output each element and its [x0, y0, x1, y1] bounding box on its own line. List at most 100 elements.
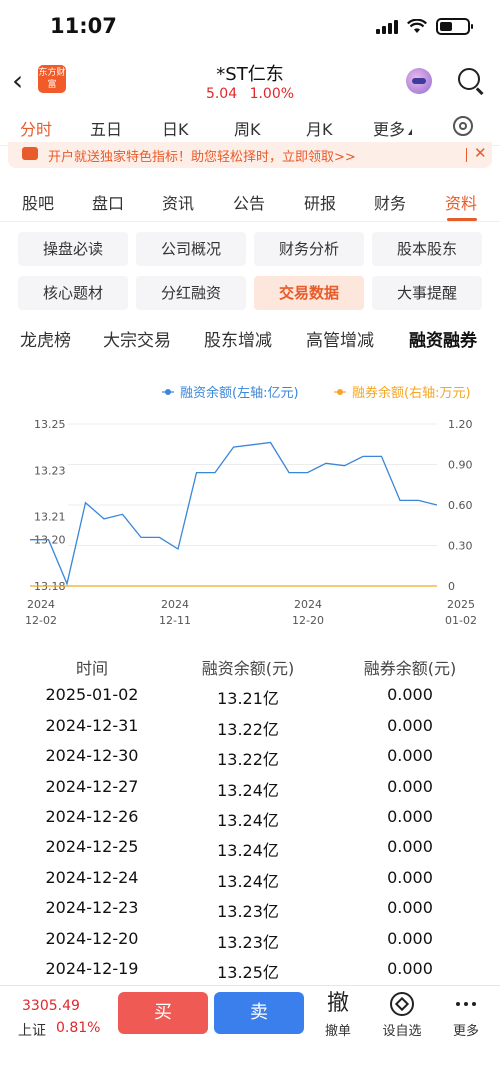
- close-icon[interactable]: ✕: [474, 144, 487, 162]
- back-icon[interactable]: ‹: [12, 64, 24, 97]
- tab-research[interactable]: 研报: [304, 194, 337, 213]
- cell-securities-lending-balance: 0.000: [387, 715, 433, 735]
- search-icon[interactable]: [458, 68, 480, 90]
- sub-tabs: 龙虎榜 大宗交易 股东增减 高管增减 融资融券: [0, 322, 500, 356]
- grid-button-financial-analysis[interactable]: 财务分析: [254, 232, 364, 266]
- index-change[interactable]: 0.81%: [56, 1020, 101, 1036]
- grid-button-company-overview[interactable]: 公司概况: [136, 232, 246, 266]
- index-value[interactable]: 3305.49: [22, 998, 80, 1014]
- cell-securities-lending-balance: 0.000: [387, 776, 433, 796]
- bottom-trade-bar: 3305.49 上证 0.81% 买 卖 撤 撤单 设自选 更多: [0, 985, 500, 1081]
- tab-monthly-k[interactable]: 月K: [306, 120, 333, 139]
- table-row: 2024-12-25 13.24亿 0.000: [0, 832, 500, 862]
- tab-intraday[interactable]: 分时: [20, 120, 53, 139]
- x-axis-tick-date: 12-20: [292, 614, 324, 627]
- tab-margin-trading[interactable]: 融资融券: [409, 331, 477, 351]
- cell-securities-lending-balance: 0.000: [387, 837, 433, 857]
- buy-button[interactable]: 买: [118, 992, 208, 1034]
- more-button[interactable]: 更多: [438, 990, 494, 1039]
- tab-executive-changes[interactable]: 高管增减: [306, 331, 374, 351]
- legend-label-financing: 融资余额(左轴:亿元): [180, 385, 299, 401]
- stock-header: ‹ 东方财富 *ST仁东 5.04 1.00%: [0, 56, 500, 108]
- tab-more[interactable]: 更多: [373, 116, 413, 140]
- cell-financing-balance: 13.24亿: [217, 841, 279, 861]
- cell-financing-balance: 13.23亿: [217, 932, 279, 952]
- right-axis-tick-label: 0.60: [448, 499, 473, 512]
- gear-icon[interactable]: [453, 116, 473, 136]
- stock-change-pct: 1.00%: [249, 86, 295, 102]
- series-line-financing-balance: [30, 441, 438, 586]
- column-header-financing-balance: 融资余额(元): [201, 659, 295, 678]
- tab-news[interactable]: 资讯: [162, 194, 195, 213]
- tab-shareholder-changes[interactable]: 股东增减: [204, 331, 272, 351]
- stock-name: *ST仁东: [216, 64, 284, 85]
- cell-securities-lending-balance: 0.000: [387, 867, 433, 887]
- wifi-icon: [407, 19, 427, 33]
- assistant-avatar-icon[interactable]: [406, 68, 432, 94]
- grid-button-major-events[interactable]: 大事提醒: [372, 276, 482, 310]
- watchlist-icon: [390, 992, 414, 1016]
- right-axis-tick-label: 0.90: [448, 459, 473, 472]
- column-header-securities-lending-balance: 融券余额(元): [363, 659, 457, 678]
- grid-button-trading-guide[interactable]: 操盘必读: [18, 232, 128, 266]
- cancel-order-icon: 撤: [326, 991, 349, 1016]
- chart-series: [30, 441, 438, 587]
- tab-announcements[interactable]: 公告: [233, 194, 266, 213]
- chart-right-axis: 1.20 0.90 0.60 0.30 0: [448, 418, 473, 593]
- more-dots-icon: [438, 990, 494, 1018]
- right-axis-tick-label: 0: [448, 580, 455, 593]
- table-body: 2025-01-02 13.21亿 0.000 2024-12-31 13.22亿 0.0…: [0, 680, 500, 984]
- margin-balance-chart-svg: 融资余额(左轴:亿元) 融券余额(右轴:万元) 13.25 13.23 13.21 1…: [25, 385, 477, 627]
- left-axis-tick-label: 13.23: [34, 464, 66, 477]
- table-row: 2024-12-24 13.24亿 0.000: [0, 863, 500, 893]
- column-header-date: 时间: [75, 659, 108, 678]
- left-axis-tick-label: 13.20: [34, 534, 66, 547]
- tab-weekly-k[interactable]: 周K: [234, 120, 261, 139]
- tab-five-day[interactable]: 五日: [90, 120, 123, 139]
- legend-label-securities-lending: 融券余额(右轴:万元): [352, 385, 471, 401]
- add-to-watchlist-button[interactable]: 设自选: [374, 990, 430, 1039]
- table-row: 2024-12-26 13.24亿 0.000: [0, 802, 500, 832]
- period-tabs: 分时 五日 日K 周K 月K 更多: [0, 108, 500, 146]
- tab-dragon-tiger-list[interactable]: 龙虎榜: [20, 331, 71, 351]
- x-axis-tick-year: 2024: [27, 598, 55, 611]
- table-row: 2024-12-30 13.22亿 0.000: [0, 741, 500, 771]
- x-axis-tick-date: 12-02: [25, 614, 57, 627]
- promo-banner-text: 开户就送独家特色指标！助您轻松择时，立即领取>>: [48, 150, 356, 165]
- grid-button-core-themes[interactable]: 核心题材: [18, 276, 128, 310]
- signal-icon: [376, 19, 398, 34]
- grid-button-shareholders[interactable]: 股本股东: [372, 232, 482, 266]
- table-row: 2024-12-19 13.25亿 0.000: [0, 954, 500, 984]
- cell-date: 2024-12-30: [45, 746, 139, 766]
- add-to-watchlist-label: 设自选: [382, 1024, 422, 1039]
- tab-daily-k[interactable]: 日K: [162, 120, 189, 139]
- tab-order-book[interactable]: 盘口: [92, 194, 125, 213]
- left-axis-tick-label: 13.21: [34, 511, 66, 524]
- tab-guba[interactable]: 股吧: [22, 194, 55, 213]
- right-axis-tick-label: 0.30: [448, 540, 473, 553]
- table-row: 2024-12-20 13.23亿 0.000: [0, 924, 500, 954]
- grid-button-trading-data[interactable]: 交易数据: [254, 276, 364, 310]
- cell-date: 2025-01-02: [45, 685, 139, 705]
- chart-grid: [68, 423, 437, 587]
- stock-price: 5.04: [205, 86, 238, 102]
- tab-block-trades[interactable]: 大宗交易: [103, 331, 171, 351]
- x-axis-tick-date: 12-11: [159, 614, 191, 627]
- grid-button-dividends-financing[interactable]: 分红融资: [136, 276, 246, 310]
- cell-securities-lending-balance: 0.000: [387, 898, 433, 918]
- left-axis-tick-label: 13.25: [34, 418, 66, 431]
- cancel-order-button[interactable]: 撤 撤单: [310, 990, 366, 1039]
- table-row: 2024-12-23 13.23亿 0.000: [0, 893, 500, 923]
- cell-financing-balance: 13.23亿: [217, 902, 279, 922]
- promo-banner[interactable]: 开户就送独家特色指标！助您轻松择时，立即领取>> ✕: [8, 142, 492, 168]
- section-tabs: 股吧 盘口 资讯 公告 研报 财务 资料: [0, 182, 500, 222]
- tab-profile[interactable]: 资料: [445, 194, 478, 213]
- status-time: 11:07: [50, 14, 117, 38]
- cell-date: 2024-12-20: [45, 928, 139, 948]
- tab-finance[interactable]: 财务: [374, 194, 407, 213]
- sell-button[interactable]: 卖: [214, 992, 304, 1034]
- index-name[interactable]: 上证: [18, 1023, 46, 1039]
- cell-securities-lending-balance: 0.000: [387, 746, 433, 766]
- margin-balance-chart: 融资余额(左轴:亿元) 融券余额(右轴:万元) 13.25 13.23 13.21 1…: [0, 372, 500, 642]
- megaphone-icon: [22, 147, 38, 160]
